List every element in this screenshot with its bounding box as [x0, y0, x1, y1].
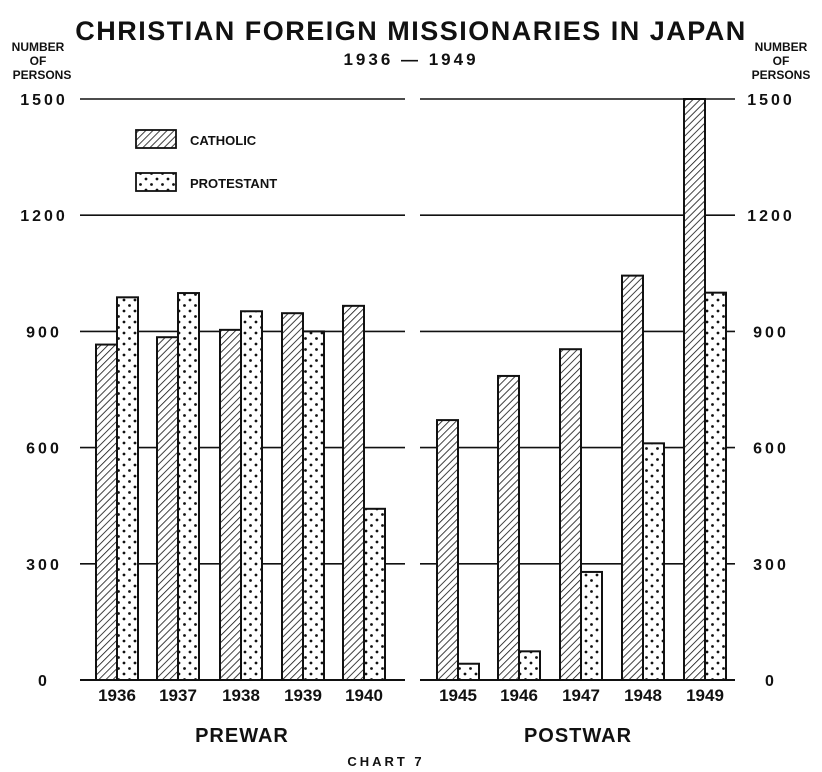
y-axis-label-left: NUMBER OF PERSONS	[12, 40, 72, 82]
y-tick-label-right: 600	[753, 441, 789, 458]
bar-catholic-1939	[281, 312, 304, 681]
y-label-right-line: OF	[773, 54, 790, 68]
legend: CATHOLIC PROTESTANT	[135, 129, 277, 192]
chart-subtitle: 1936 — 1949	[343, 50, 478, 69]
bars	[95, 98, 727, 682]
x-tick-label: 1936	[98, 686, 136, 705]
y-label-left-line: OF	[30, 54, 47, 68]
bar-protestant-1939	[302, 330, 325, 681]
bar-protestant-1949	[704, 291, 727, 681]
bar-protestant-1936	[116, 296, 139, 681]
x-tick-labels: 1936 1937 1938 1939 1940 1945 1946 1947 1948 1949	[98, 686, 724, 705]
y-tick-label-right: 900	[753, 324, 789, 341]
x-tick-label: 1948	[624, 686, 662, 705]
x-tick-label: 1945	[439, 686, 477, 705]
y-tick-label-right: 1500	[747, 92, 795, 109]
panel-label-prewar: PREWAR	[195, 725, 289, 747]
y-tick-label-left: 300	[26, 557, 62, 574]
y-tick-label-left: 1500	[20, 92, 68, 109]
y-tick-label-left: 1200	[20, 208, 68, 225]
legend-label-catholic: CATHOLIC	[190, 133, 257, 148]
y-tick-label-left: 600	[26, 441, 62, 458]
legend-swatch-catholic	[135, 129, 177, 149]
chart-caption: CHART 7	[347, 754, 424, 769]
x-tick-label: 1939	[284, 686, 322, 705]
x-tick-label: 1946	[500, 686, 538, 705]
panel-label-postwar: POSTWAR	[524, 725, 632, 747]
y-tick-label-left: 0	[38, 673, 50, 690]
bar-catholic-1946	[497, 374, 520, 681]
legend-swatch-protestant	[135, 172, 177, 192]
y-label-right-line: PERSONS	[752, 68, 811, 82]
chart-title: CHRISTIAN FOREIGN MISSIONARIES IN JAPAN	[75, 16, 747, 46]
y-tick-label-left: 900	[26, 324, 62, 341]
y-label-left-line: PERSONS	[13, 68, 72, 82]
bar-catholic-1938	[219, 328, 242, 681]
bar-catholic-1936	[95, 343, 118, 681]
x-tick-label: 1938	[222, 686, 260, 705]
x-tick-label: 1949	[686, 686, 724, 705]
bar-catholic-1948	[621, 274, 644, 681]
bar-protestant-1937	[177, 292, 200, 681]
bar-protestant-1938	[240, 310, 263, 681]
y-tick-label-right: 1200	[747, 208, 795, 225]
bar-catholic-1945	[436, 419, 459, 681]
bar-protestant-1945	[457, 662, 480, 681]
y-label-right-line: NUMBER	[755, 40, 808, 54]
legend-label-protestant: PROTESTANT	[190, 176, 277, 191]
y-tick-labels: 0 0 300 300 600 600 900 900 1200 1200 1500 1500	[20, 92, 795, 690]
x-tick-label: 1947	[562, 686, 600, 705]
bar-catholic-1947	[559, 348, 582, 681]
bar-catholic-1940	[342, 304, 365, 681]
bar-catholic-1949	[683, 98, 706, 681]
bar-catholic-1937	[156, 336, 179, 681]
bar-protestant-1946	[518, 650, 541, 682]
x-tick-label: 1937	[159, 686, 197, 705]
bar-protestant-1948	[642, 442, 665, 681]
y-tick-label-right: 0	[765, 673, 777, 690]
bar-protestant-1940	[363, 507, 386, 682]
bar-protestant-1947	[580, 570, 603, 682]
y-label-left-line: NUMBER	[12, 40, 65, 54]
x-tick-label: 1940	[345, 686, 383, 705]
y-axis-label-right: NUMBER OF PERSONS	[752, 40, 811, 82]
y-tick-label-right: 300	[753, 557, 789, 574]
